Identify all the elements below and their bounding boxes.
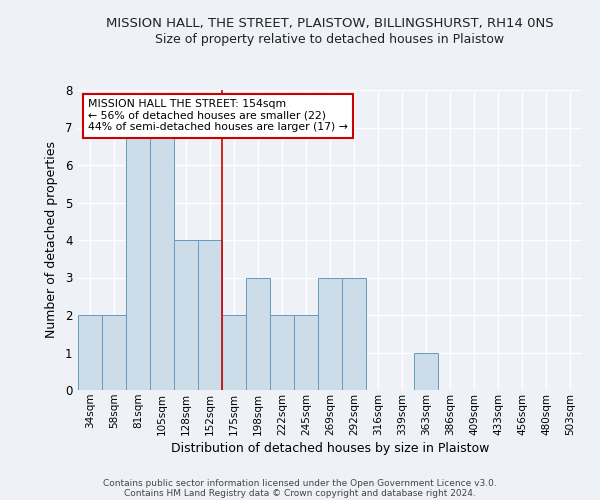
Bar — [294, 315, 318, 390]
Bar — [78, 315, 102, 390]
Bar — [150, 128, 174, 390]
Bar — [342, 278, 366, 390]
Text: MISSION HALL THE STREET: 154sqm
← 56% of detached houses are smaller (22)
44% of: MISSION HALL THE STREET: 154sqm ← 56% of… — [88, 99, 348, 132]
Bar — [222, 315, 246, 390]
Text: Contains public sector information licensed under the Open Government Licence v3: Contains public sector information licen… — [103, 478, 497, 488]
Y-axis label: Number of detached properties: Number of detached properties — [45, 142, 58, 338]
Bar — [318, 278, 342, 390]
Bar — [102, 315, 126, 390]
Bar — [246, 278, 270, 390]
Text: Size of property relative to detached houses in Plaistow: Size of property relative to detached ho… — [155, 32, 505, 46]
Bar — [126, 128, 150, 390]
Bar — [414, 352, 438, 390]
Text: MISSION HALL, THE STREET, PLAISTOW, BILLINGSHURST, RH14 0NS: MISSION HALL, THE STREET, PLAISTOW, BILL… — [106, 18, 554, 30]
X-axis label: Distribution of detached houses by size in Plaistow: Distribution of detached houses by size … — [171, 442, 489, 455]
Text: Contains HM Land Registry data © Crown copyright and database right 2024.: Contains HM Land Registry data © Crown c… — [124, 488, 476, 498]
Bar — [174, 240, 198, 390]
Bar — [270, 315, 294, 390]
Bar — [198, 240, 222, 390]
